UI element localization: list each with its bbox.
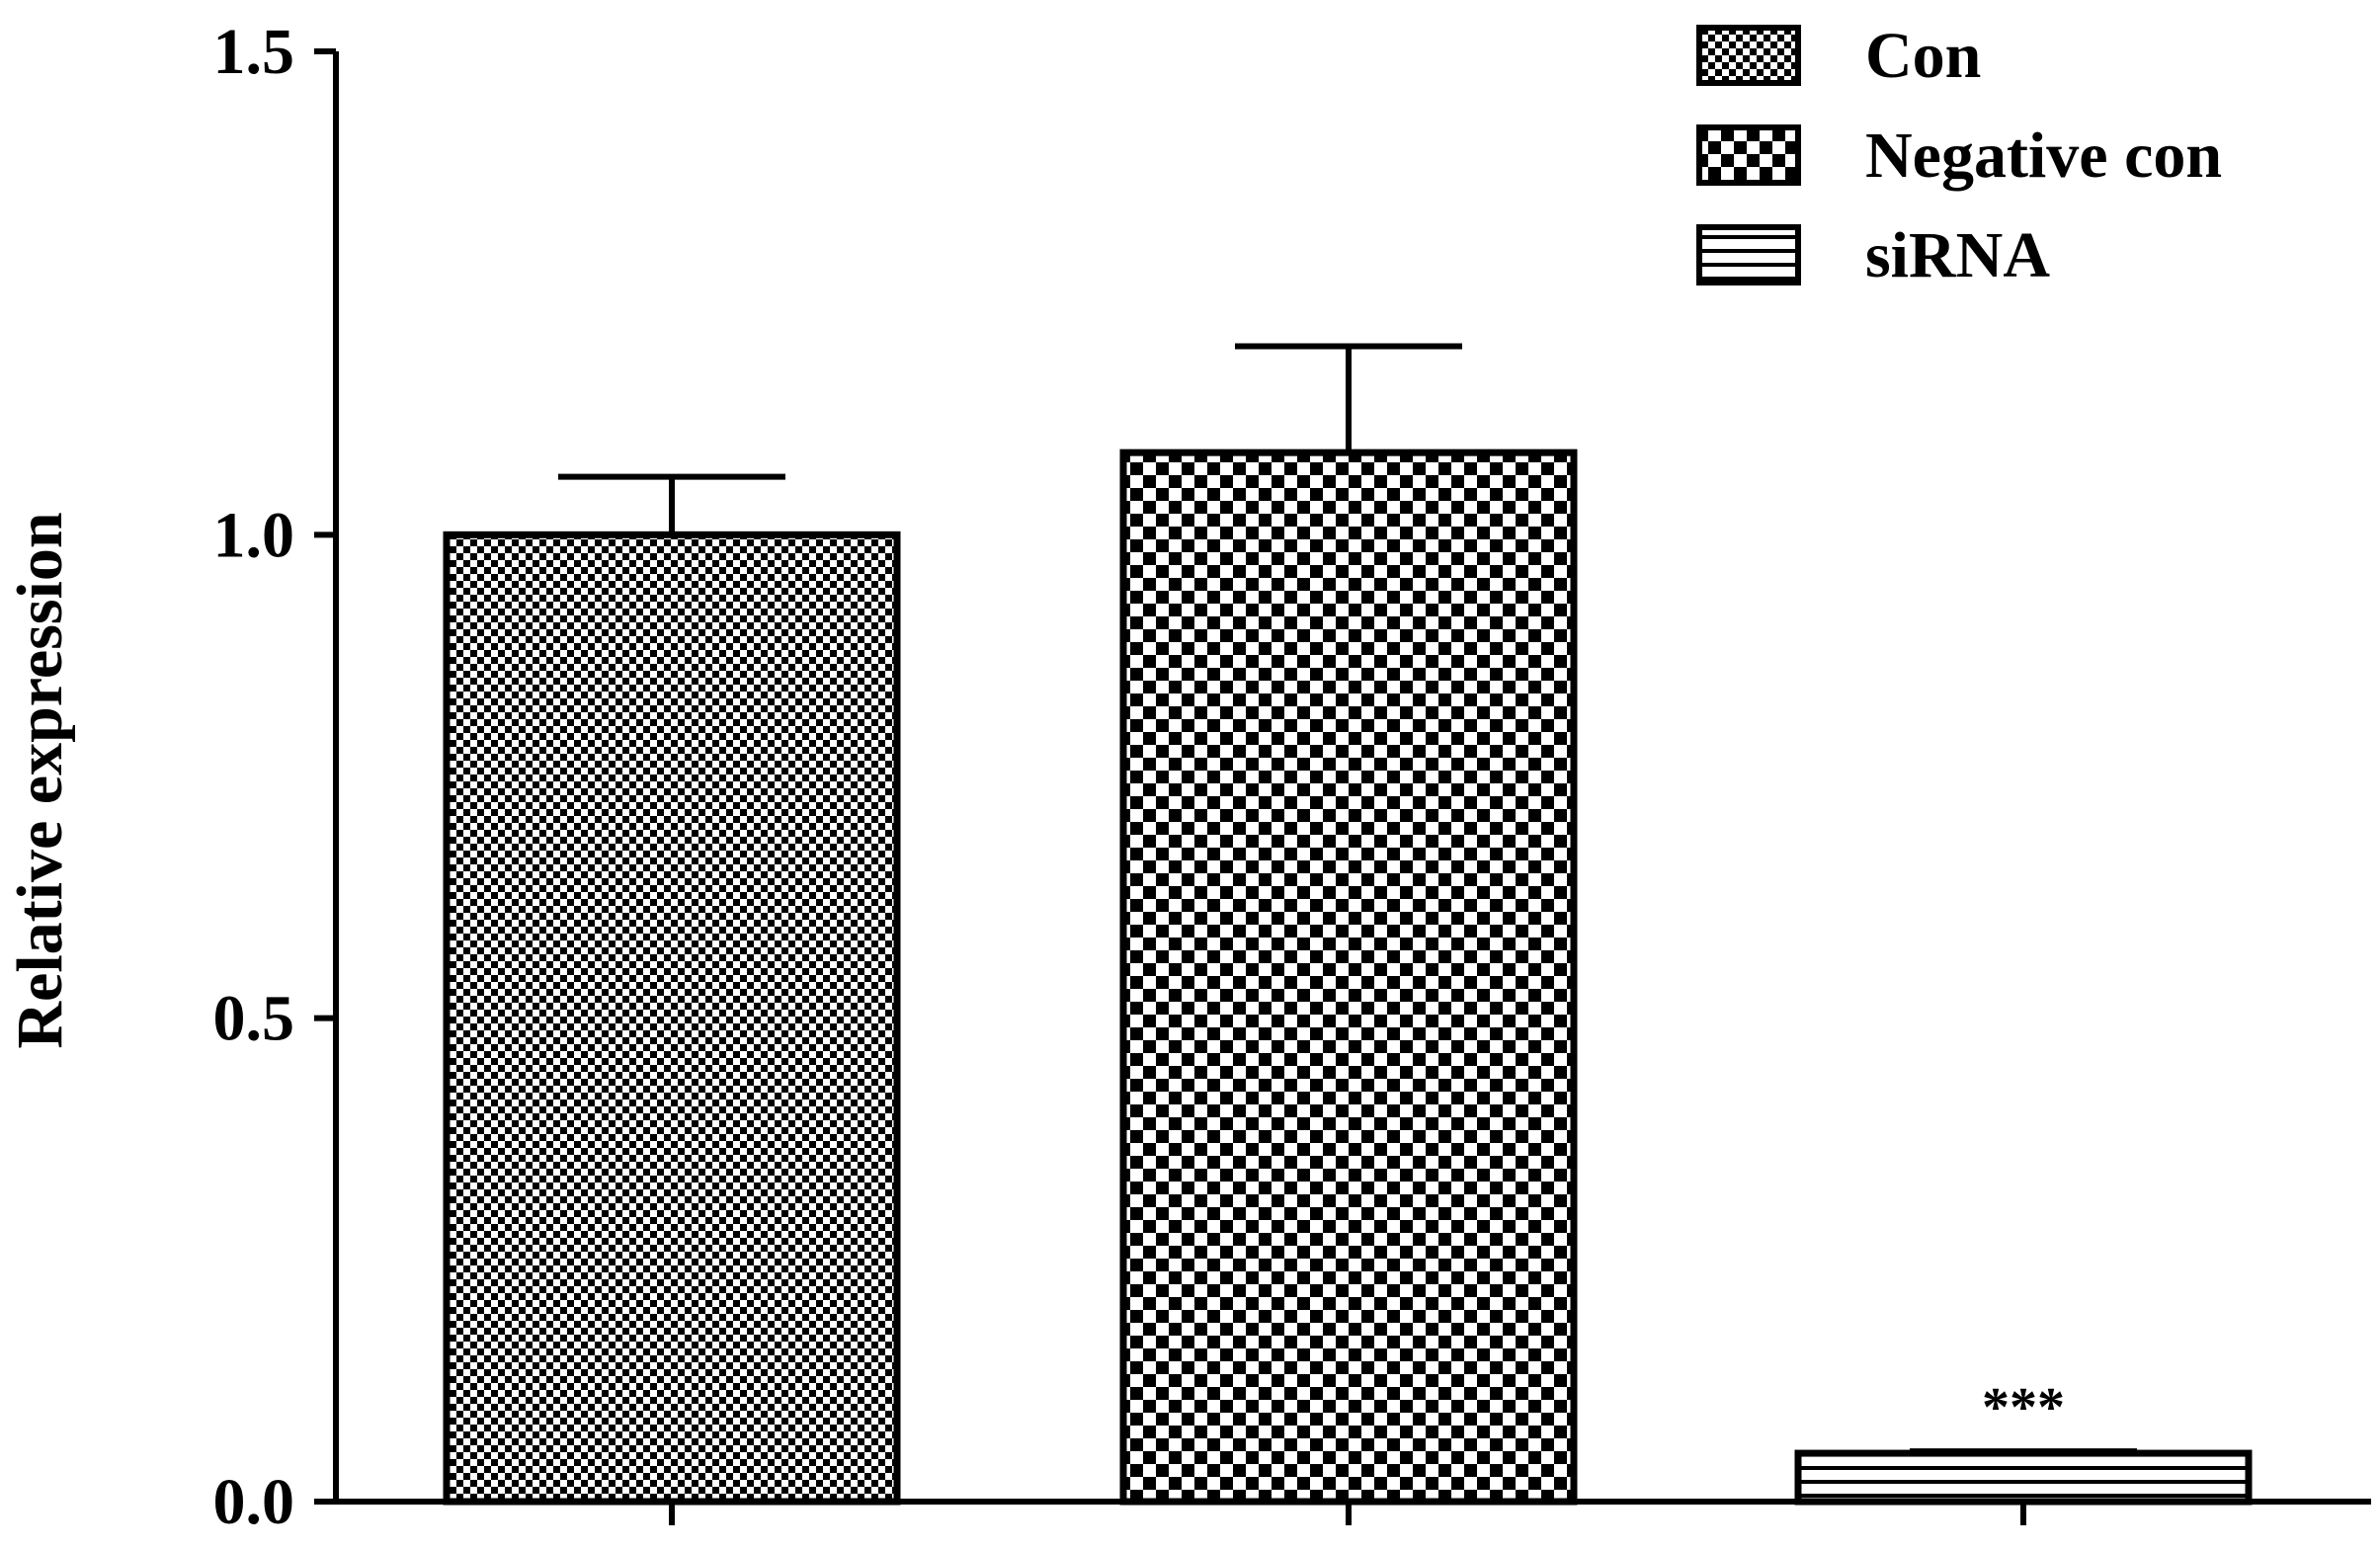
legend-label: siRNA	[1865, 219, 2050, 291]
bar-sirna	[1794, 1449, 2253, 1506]
legend-item: Negative con	[1696, 120, 2222, 192]
significance-annotation: ***	[1982, 1377, 2065, 1438]
y-axis-label: Relative expression	[4, 512, 76, 1048]
legend-swatch	[1696, 124, 1801, 186]
bar-con	[443, 530, 901, 1506]
bar-group: ***	[1794, 1377, 2253, 1525]
bar-group	[1119, 343, 1578, 1525]
legend-label: Negative con	[1865, 120, 2222, 192]
legend-swatch	[1696, 224, 1801, 286]
legend: Con Negative con siRNA	[1696, 20, 2222, 291]
bar-group	[443, 473, 901, 1525]
legend-swatch	[1696, 25, 1801, 86]
legend-label: Con	[1865, 20, 1981, 92]
y-tick-label: 0.5	[213, 983, 295, 1055]
bar-negative-con	[1119, 449, 1578, 1506]
y-tick-label: 1.5	[213, 16, 295, 88]
y-tick-label: 0.0	[213, 1466, 295, 1538]
y-axis-ticks: 0.0 0.5 1.0 1.5	[213, 16, 336, 1538]
bars: ***	[443, 343, 2253, 1525]
legend-item: siRNA	[1696, 219, 2050, 291]
y-tick-label: 1.0	[213, 499, 295, 571]
legend-item: Con	[1696, 20, 1981, 92]
